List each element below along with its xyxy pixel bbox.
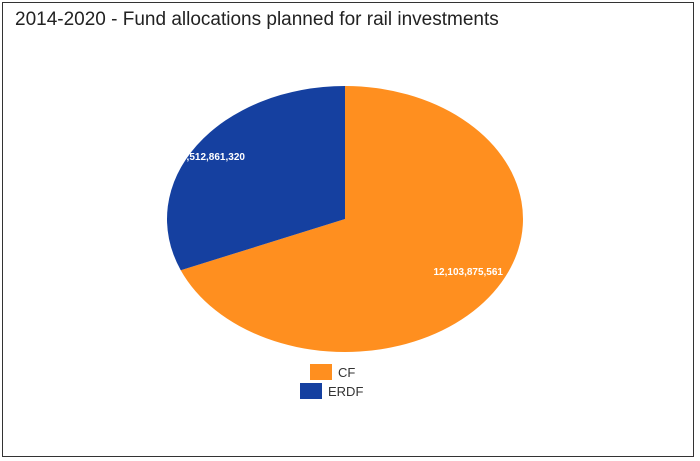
pie-slice-cf <box>180 86 523 352</box>
chart-frame: 2014-2020 - Fund allocations planned for… <box>2 2 694 457</box>
legend-item-cf: CF <box>310 364 355 380</box>
legend-swatch-erdf <box>300 383 322 399</box>
data-label-cf: 12,103,875,561 <box>433 267 503 278</box>
pie-chart: 12,103,875,561 5,512,861,320 <box>166 86 523 352</box>
legend-swatch-cf <box>310 364 332 380</box>
legend-label-erdf: ERDF <box>328 383 364 399</box>
data-label-erdf: 5,512,861,320 <box>181 152 245 163</box>
chart-title: 2014-2020 - Fund allocations planned for… <box>15 9 499 30</box>
legend-label-cf: CF <box>338 364 356 380</box>
legend-item-erdf: ERDF <box>300 383 363 399</box>
pie-slice-erdf <box>166 86 345 271</box>
